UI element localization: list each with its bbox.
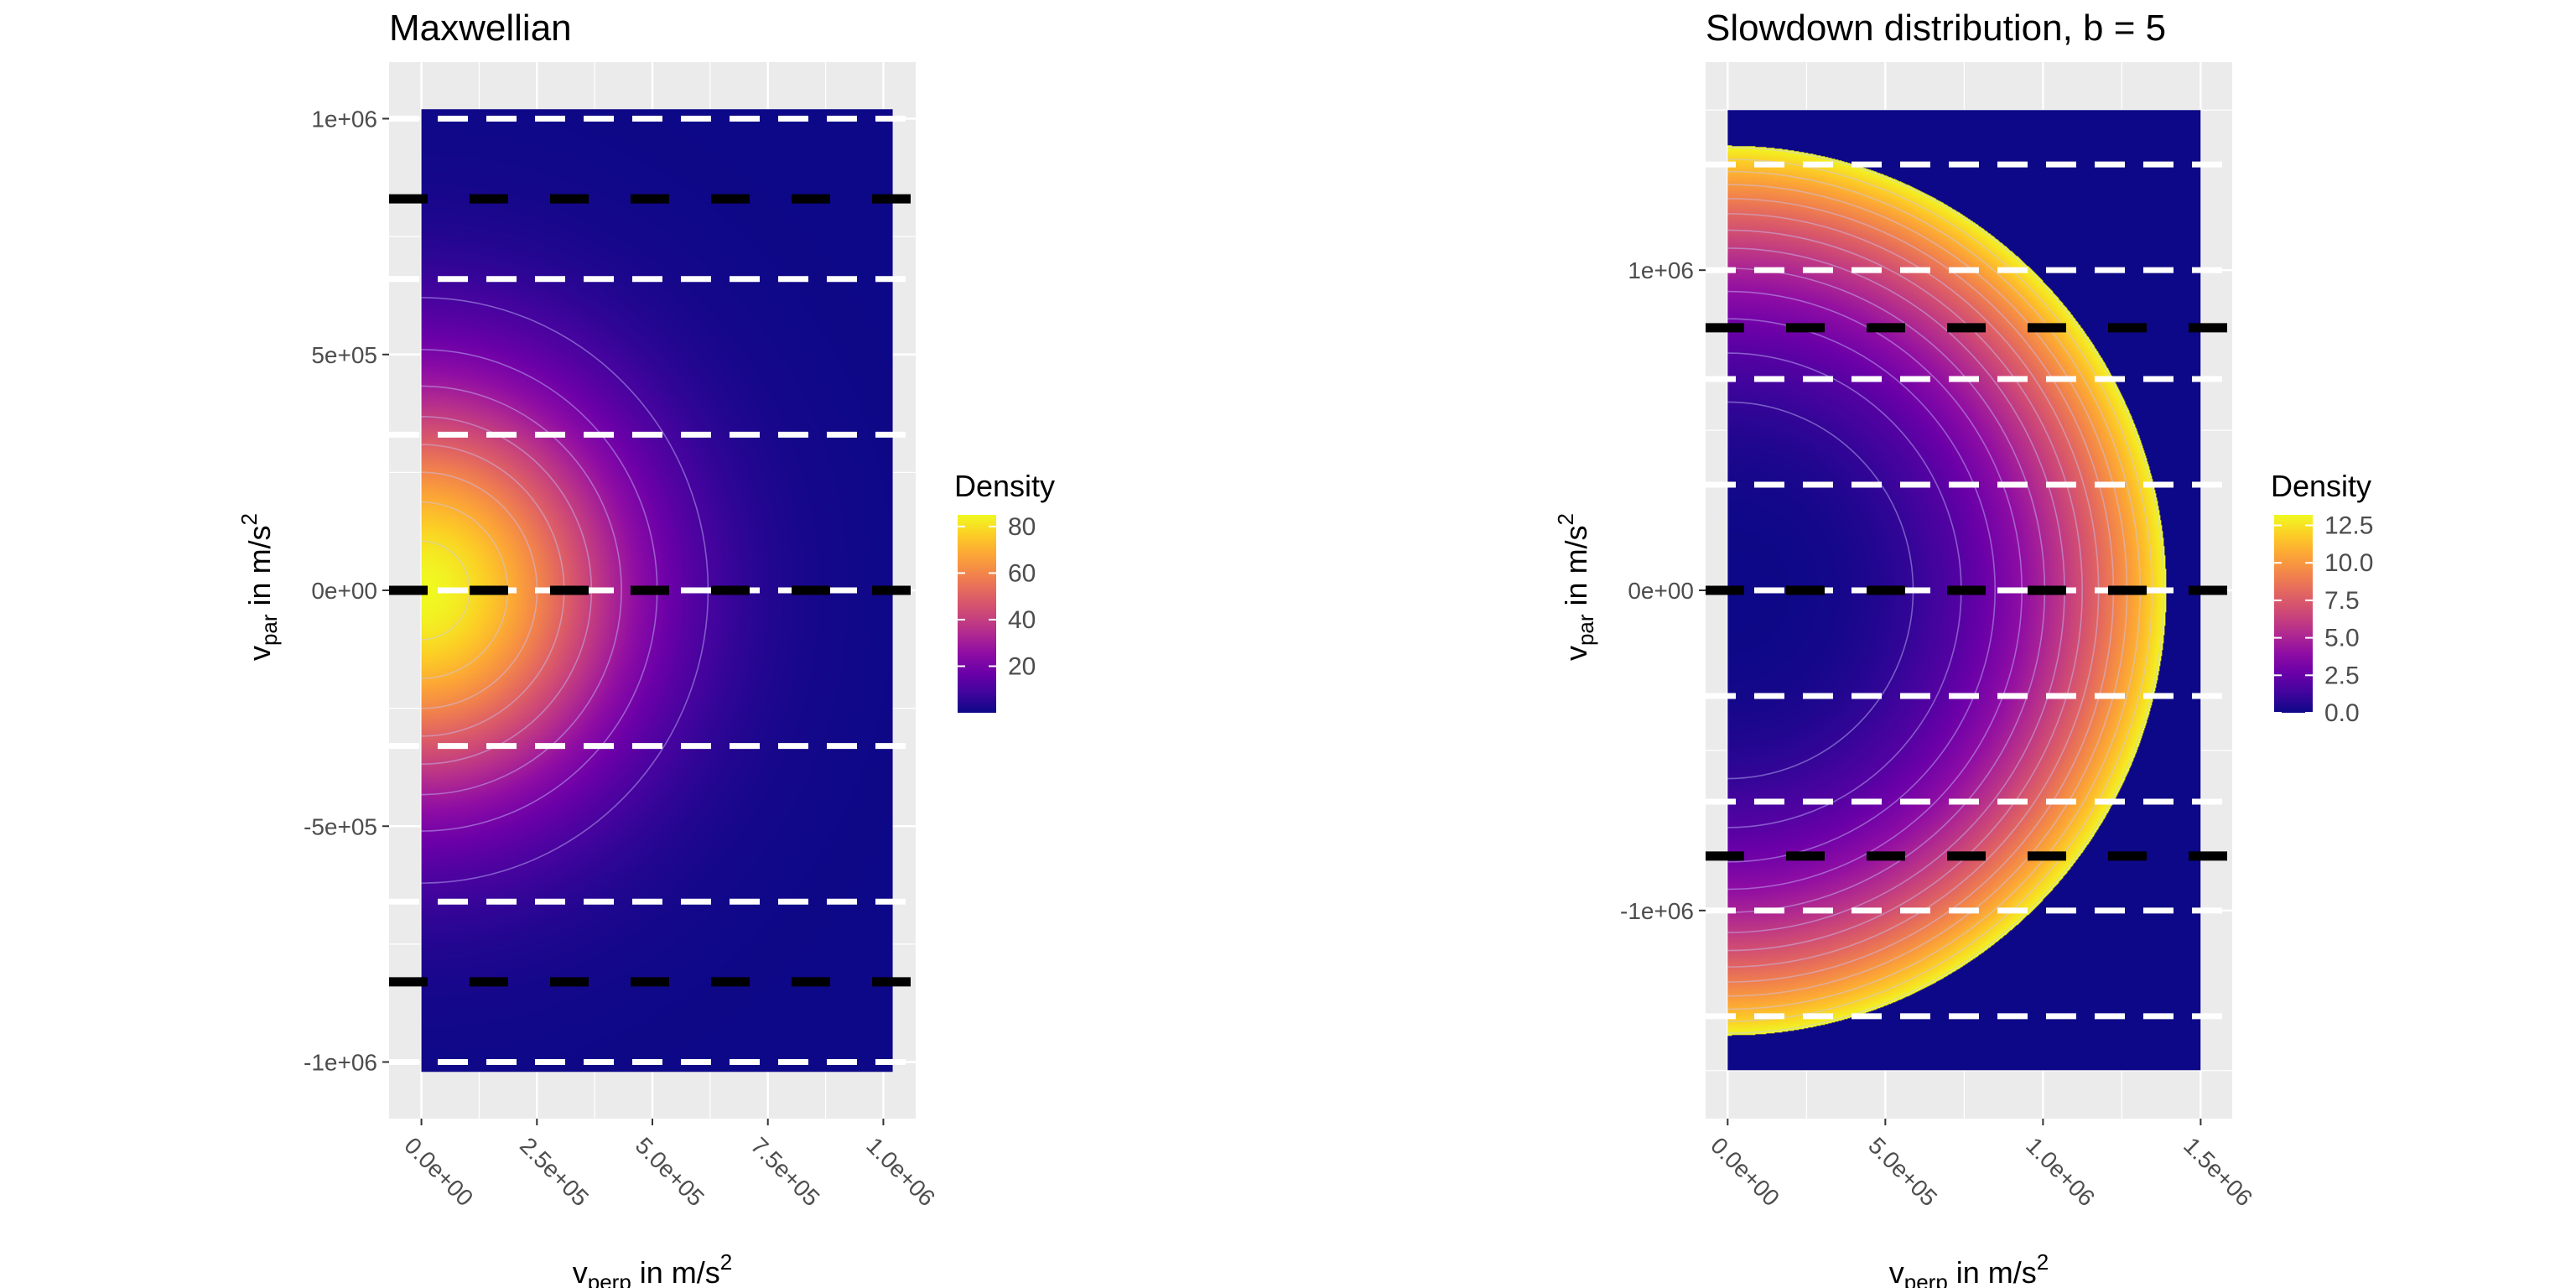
- contour-line: [421, 540, 470, 641]
- x-tick-label: 5.0e+05: [631, 1132, 709, 1211]
- legend-colorbar: [958, 515, 996, 713]
- y-tick-label: -1e+06: [304, 1050, 377, 1076]
- y-tick-label: 1e+06: [1628, 257, 1694, 283]
- legend-label: 12.5: [2324, 512, 2373, 540]
- legend-label: 80: [1008, 513, 1036, 541]
- x-tick-label: 0.0e+00: [1706, 1132, 1784, 1211]
- y-axis-label: vpar in m/s2: [1553, 513, 1598, 661]
- x-tick-label: 5.0e+05: [1863, 1132, 1942, 1211]
- chart-title: Slowdown distribution, b = 5: [1706, 8, 2166, 49]
- dashed-lines: [389, 116, 916, 1065]
- legend-title: Density: [954, 469, 1055, 503]
- x-axis-label: vperp in m/s2: [1889, 1249, 2049, 1288]
- panel-maxwellian: Maxwellian 0.0e+00 2.5e+05 5.0e+05 7.5e+05 1…: [236, 8, 1055, 1288]
- x-tick-label: 7.5e+05: [745, 1132, 824, 1211]
- y-tick-label: 1e+06: [311, 106, 377, 132]
- y-tick-label: -1e+06: [1620, 898, 1694, 924]
- y-tick-label: 5e+05: [311, 342, 377, 368]
- legend-label: 20: [1008, 652, 1036, 680]
- y-axis-label: vpar in m/s2: [236, 513, 282, 661]
- panel-slowdown: Slowdown distribution, b = 5 0.0e+00 5.0e…: [1553, 8, 2373, 1288]
- y-axis: 1e+06 5e+05 0e+00 -5e+05 -1e+06: [304, 106, 389, 1076]
- y-tick-label: 0e+00: [1628, 578, 1694, 604]
- contour-line: [421, 385, 622, 796]
- legend-label: 7.5: [2324, 587, 2360, 615]
- x-tick-label: 1.0e+06: [861, 1132, 940, 1211]
- contour-line: [1727, 318, 1996, 863]
- x-axis: 0.0e+00 5.0e+05 1.0e+06 1.5e+06: [1706, 1119, 2257, 1211]
- legend-label: 0.0: [2324, 699, 2360, 727]
- x-tick-label: 2.5e+05: [515, 1132, 594, 1211]
- x-tick-label: 0.0e+00: [399, 1132, 478, 1211]
- dashed-lines: [1706, 161, 2232, 1020]
- x-axis: 0.0e+00 2.5e+05 5.0e+05 7.5e+05 1.0e+06: [399, 1119, 940, 1211]
- legend: Density 80 60 40 20: [954, 469, 1055, 713]
- x-axis-label: vperp in m/s2: [573, 1249, 733, 1288]
- x-tick-label: 1.5e+06: [2179, 1132, 2257, 1211]
- y-tick-label: 0e+00: [311, 578, 377, 604]
- legend-title: Density: [2271, 469, 2371, 503]
- legend-label: 40: [1008, 606, 1036, 634]
- y-tick-label: -5e+05: [304, 813, 377, 839]
- legend-label: 2.5: [2324, 662, 2360, 689]
- legend-label: 5.0: [2324, 625, 2360, 652]
- legend: Density 12.5 10.0 7.5 5.0 2.5 0.0: [2271, 469, 2373, 727]
- contour-line: [1727, 229, 2083, 952]
- legend-label: 60: [1008, 559, 1036, 587]
- x-tick-label: 1.0e+06: [2021, 1132, 2100, 1211]
- chart-title: Maxwellian: [389, 8, 572, 49]
- legend-label: 10.0: [2324, 549, 2373, 577]
- legend-colorbar: [2274, 515, 2313, 713]
- y-axis: 1e+06 0e+00 -1e+06: [1620, 257, 1706, 924]
